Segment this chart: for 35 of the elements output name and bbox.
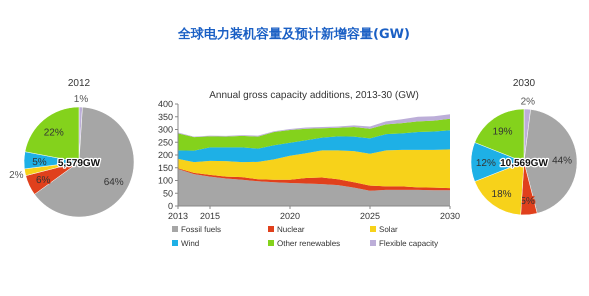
y-tick-label: 250	[158, 137, 173, 148]
x-tick-label: 2020	[280, 211, 300, 221]
data-label: 1%	[74, 94, 88, 106]
chart-title: 2012	[68, 78, 91, 89]
x-tick-label: 2013	[168, 211, 188, 221]
chart-title: Annual gross capacity additions, 2013-30 (GW)	[209, 90, 419, 101]
x-tick-label: 2025	[360, 211, 380, 221]
data-label: 22%	[44, 127, 64, 138]
x-tick-label: 2015	[200, 211, 220, 221]
y-tick-label: 300	[158, 124, 173, 134]
y-tick-label: 50	[162, 188, 173, 198]
data-label: 12%	[476, 158, 496, 169]
data-label: 44%	[552, 156, 572, 167]
legend-label: Nuclear	[277, 225, 305, 234]
legend-label: Fossil fuels	[181, 225, 222, 234]
y-tick-label: 150	[158, 162, 173, 173]
data-label: 2%	[520, 96, 536, 108]
y-tick-label: 100	[158, 176, 173, 186]
legend-label: Wind	[181, 239, 200, 248]
y-tick-label: 0	[168, 201, 173, 211]
legend-label: Flexible capacity	[379, 239, 438, 248]
data-label: 64%	[104, 177, 124, 188]
data-label: 19%	[492, 126, 513, 138]
data-label: 6%	[36, 174, 51, 186]
y-tick-label: 200	[158, 150, 173, 160]
legend-label: Solar	[379, 225, 398, 234]
legend-label: Other renewables	[277, 239, 340, 248]
text: 全球电力装机容量及预计新增容量(GW)	[177, 26, 410, 42]
chart-title: 2030	[512, 78, 536, 89]
y-tick-label: 350	[158, 112, 173, 122]
x-tick-label: 2030	[440, 211, 460, 221]
data-label: 5%	[32, 156, 47, 168]
data-label: 18%	[492, 188, 512, 200]
y-tick-label: 400	[158, 99, 173, 109]
data-label: 2%	[9, 170, 24, 181]
